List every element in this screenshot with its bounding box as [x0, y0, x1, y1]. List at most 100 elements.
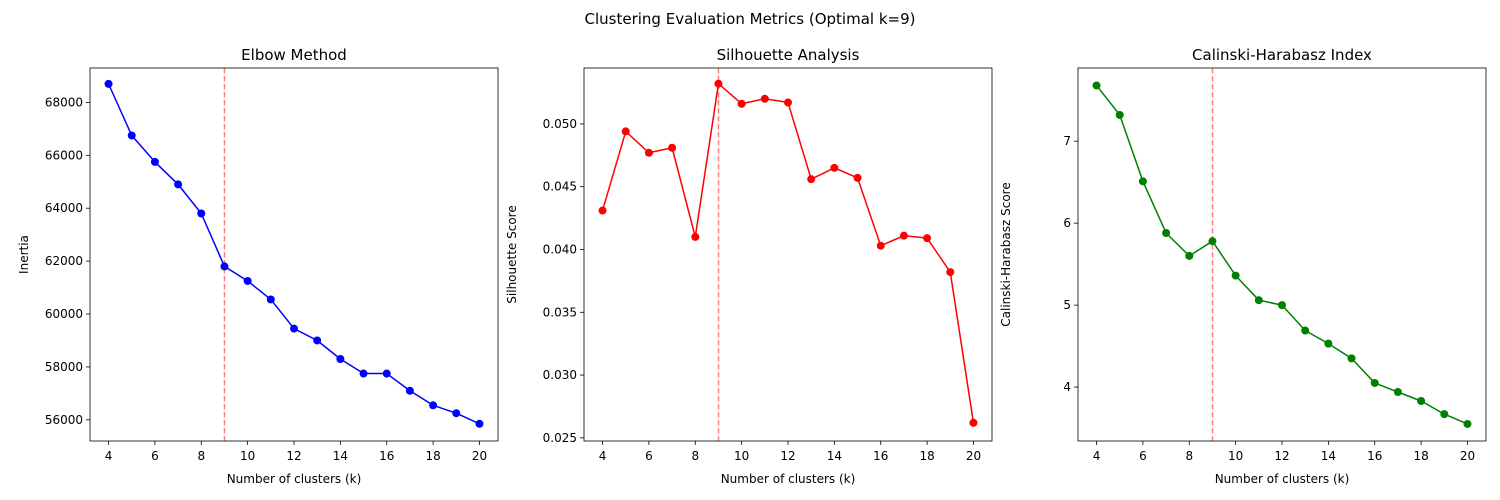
elbow-data-point — [290, 324, 298, 333]
calinski-data-point — [1301, 326, 1310, 335]
calinski-y-tick-label: 7 — [1063, 134, 1071, 148]
figure-suptitle: Clustering Evaluation Metrics (Optimal k… — [585, 10, 916, 28]
silhouette-y-tick-label: 0.025 — [543, 431, 577, 445]
silhouette-data-point — [876, 241, 885, 250]
silhouette-data-point — [714, 79, 723, 88]
calinski-x-tick-label: 4 — [1093, 449, 1101, 463]
calinski-x-axis-label: Number of clusters (k) — [1215, 472, 1350, 486]
silhouette-data-point — [737, 99, 746, 108]
elbow-x-tick-label: 6 — [151, 449, 159, 463]
elbow-x-tick-label: 14 — [333, 449, 348, 463]
elbow-data-point — [313, 336, 322, 345]
silhouette-x-axis-label: Number of clusters (k) — [721, 472, 856, 486]
elbow-x-tick-label: 16 — [379, 449, 394, 463]
elbow-y-tick-label: 66000 — [45, 148, 83, 162]
silhouette-y-tick-label: 0.045 — [543, 180, 577, 194]
silhouette-data-point — [784, 98, 792, 107]
elbow-data-point — [127, 131, 136, 140]
calinski-data-point — [1463, 419, 1472, 428]
calinski-data-point — [1208, 237, 1217, 246]
silhouette-series-line — [601, 82, 975, 423]
calinski-data-point — [1278, 301, 1286, 310]
silhouette-y-tick-label: 0.050 — [543, 117, 577, 131]
elbow-y-tick-label: 62000 — [45, 254, 83, 268]
elbow-data-point — [266, 295, 275, 304]
calinski-data-point — [1370, 378, 1379, 387]
elbow-y-axis-label: Inertia — [17, 235, 31, 274]
silhouette-x-tick-label: 14 — [827, 449, 842, 463]
elbow-x-axis-label: Number of clusters (k) — [227, 472, 362, 486]
silhouette-data-point — [969, 418, 978, 427]
calinski-series-line — [1095, 84, 1468, 425]
calinski-x-tick-label: 18 — [1413, 449, 1428, 463]
elbow-data-point — [174, 180, 183, 189]
silhouette-data-point — [899, 231, 908, 240]
elbow-y-tick-label: 60000 — [45, 307, 83, 321]
silhouette-data-point — [853, 173, 862, 182]
calinski-data-point — [1231, 271, 1240, 280]
silhouette-y-tick-label: 0.040 — [543, 242, 577, 256]
elbow-data-point — [429, 401, 438, 410]
silhouette-data-point — [923, 234, 932, 243]
silhouette-x-tick-label: 6 — [645, 449, 653, 463]
calinski-harabasz-axes: Calinski-Harabasz Index Number of cluster… — [999, 46, 1487, 486]
elbow-data-point — [405, 386, 414, 395]
silhouette-y-tick-label: 0.030 — [543, 368, 577, 382]
silhouette-data-point — [621, 127, 630, 136]
elbow-title: Elbow Method — [241, 46, 347, 64]
elbow-x-tick-label: 20 — [472, 449, 487, 463]
calinski-data-point — [1254, 296, 1263, 305]
elbow-data-point — [197, 209, 206, 218]
calinski-y-tick-label: 4 — [1063, 380, 1071, 394]
elbow-series-line — [107, 83, 480, 425]
calinski-x-tick-label: 10 — [1228, 449, 1243, 463]
calinski-data-point — [1324, 339, 1333, 348]
elbow-x-tick-label: 10 — [240, 449, 255, 463]
elbow-x-tick-label: 8 — [197, 449, 205, 463]
calinski-data-point — [1115, 110, 1124, 119]
silhouette-data-point — [830, 163, 839, 172]
elbow-y-tick-label: 68000 — [45, 95, 83, 109]
silhouette-data-point — [946, 268, 955, 277]
calinski-x-tick-label: 14 — [1321, 449, 1336, 463]
elbow-data-point — [452, 409, 461, 418]
elbow-plot-frame — [89, 67, 499, 442]
silhouette-x-tick-label: 10 — [734, 449, 749, 463]
elbow-y-tick-label: 58000 — [45, 360, 83, 374]
calinski-title: Calinski-Harabasz Index — [1192, 46, 1372, 64]
silhouette-data-point — [807, 175, 816, 184]
silhouette-x-tick-label: 8 — [691, 449, 699, 463]
calinski-x-tick-label: 12 — [1274, 449, 1289, 463]
elbow-method-axes: Elbow Method Number of clusters (k) Inerti… — [17, 46, 499, 486]
silhouette-x-tick-label: 12 — [780, 449, 795, 463]
silhouette-x-tick-label: 18 — [919, 449, 934, 463]
calinski-data-point — [1347, 354, 1356, 363]
calinski-data-point — [1092, 81, 1101, 90]
silhouette-x-tick-label: 20 — [966, 449, 981, 463]
elbow-x-tick-label: 12 — [286, 449, 301, 463]
elbow-data-point — [220, 262, 229, 271]
silhouette-analysis-axes: Silhouette Analysis Number of clusters (k… — [505, 46, 993, 486]
calinski-y-tick-label: 6 — [1063, 216, 1071, 230]
silhouette-title: Silhouette Analysis — [717, 46, 860, 64]
elbow-data-point — [150, 157, 159, 166]
calinski-data-point — [1393, 387, 1402, 396]
elbow-data-point — [382, 369, 391, 378]
silhouette-y-axis-label: Silhouette Score — [505, 205, 519, 303]
elbow-data-point — [243, 276, 252, 285]
calinski-data-point — [1440, 410, 1449, 419]
silhouette-data-point — [598, 206, 607, 215]
elbow-x-tick-label: 4 — [105, 449, 113, 463]
silhouette-x-tick-label: 16 — [873, 449, 888, 463]
silhouette-plot-frame — [583, 67, 993, 442]
elbow-data-point — [336, 354, 345, 363]
calinski-data-point — [1138, 177, 1147, 186]
calinski-plot-frame — [1077, 67, 1487, 442]
calinski-x-tick-label: 20 — [1460, 449, 1475, 463]
silhouette-x-tick-label: 4 — [599, 449, 607, 463]
silhouette-data-point — [644, 148, 653, 157]
calinski-data-point — [1185, 251, 1194, 260]
elbow-y-tick-label: 56000 — [45, 413, 83, 427]
elbow-x-tick-label: 18 — [425, 449, 440, 463]
